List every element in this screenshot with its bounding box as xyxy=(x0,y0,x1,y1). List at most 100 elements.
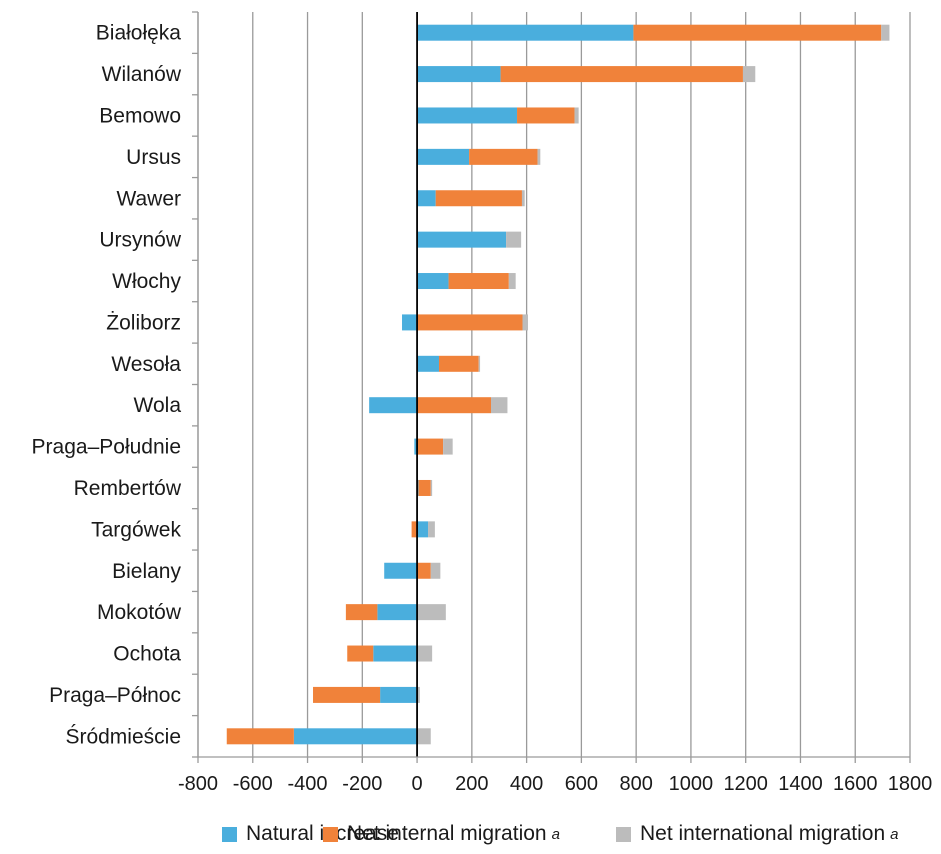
bar-segment xyxy=(418,479,431,496)
bar-segment xyxy=(417,562,431,579)
x-tick-label: -600 xyxy=(233,773,273,795)
category-label: Ursus xyxy=(126,146,181,169)
x-tick-label: 1200 xyxy=(723,773,768,795)
bar-segment xyxy=(226,728,294,745)
bar-segment xyxy=(345,604,378,621)
bar-segment xyxy=(380,686,418,703)
category-labels: Białołęka Wilanów Bemowo Ursus Wawer Ursynów W… xyxy=(32,22,182,749)
category-label: Praga–Południe xyxy=(32,436,181,459)
x-tick-label: -800 xyxy=(178,773,218,795)
bar-segment xyxy=(417,438,444,455)
x-tick-labels: -800 -600 -400 -200 0 200 400 600 800 1000 1200 140… xyxy=(178,773,932,795)
category-label: Targówek xyxy=(91,518,181,541)
x-tick-label: 400 xyxy=(510,773,543,795)
grid-lines xyxy=(197,12,911,757)
bar-segment xyxy=(443,438,453,455)
bar-segment xyxy=(417,107,518,124)
category-label: Żoliborz xyxy=(106,311,181,334)
bar-segment xyxy=(369,397,418,414)
bar-segment xyxy=(435,190,522,207)
x-tick-label: 800 xyxy=(619,773,652,795)
bar-segment xyxy=(384,562,418,579)
bar-segment xyxy=(633,24,882,41)
legend-superscript: a xyxy=(890,825,899,843)
bar-segment xyxy=(742,66,756,83)
category-label: Wawer xyxy=(116,187,181,210)
category-label: Wilanów xyxy=(102,63,182,86)
bar-segment xyxy=(517,107,575,124)
bar-segment xyxy=(521,190,525,207)
bar-segment xyxy=(417,521,429,538)
stacked-bar-chart: Białołęka Wilanów Bemowo Ursus Wawer Ursynów W… xyxy=(32,11,932,795)
legend-label: Net internal migration xyxy=(347,822,547,845)
bar-segment xyxy=(574,107,579,124)
axes xyxy=(192,11,911,763)
category-label: Mokotów xyxy=(97,601,182,624)
bar-segment xyxy=(491,397,508,414)
x-tick-label: -200 xyxy=(342,773,382,795)
category-label: Rembertów xyxy=(74,477,182,500)
bar-segment xyxy=(500,66,743,83)
category-label: Wola xyxy=(134,394,182,417)
bar-segment xyxy=(417,604,446,621)
x-tick-label: 0 xyxy=(412,773,423,795)
x-tick-label: 1600 xyxy=(833,773,878,795)
bar-segment xyxy=(438,355,479,372)
bar-segment xyxy=(417,686,420,703)
bar-segment xyxy=(414,438,418,455)
category-label: Włochy xyxy=(112,270,181,293)
bar-segment xyxy=(417,355,439,372)
legend-swatch xyxy=(222,826,237,842)
bar-segment xyxy=(347,645,374,662)
x-tick-label: 1400 xyxy=(778,773,823,795)
bar-segment xyxy=(417,273,449,290)
bar-segment xyxy=(478,355,481,372)
legend-label: Net international migration xyxy=(640,822,886,845)
bar-segment xyxy=(411,521,418,538)
bar-segment xyxy=(881,24,890,41)
bar-segment xyxy=(377,604,418,621)
bar-segment xyxy=(417,397,492,414)
category-label: Ochota xyxy=(113,643,181,666)
x-tick-label: 1800 xyxy=(888,773,933,795)
bar-segment xyxy=(417,314,523,331)
bar-segment xyxy=(417,190,436,207)
bar-segment xyxy=(428,521,435,538)
legend-swatch xyxy=(616,826,631,842)
legend-item-net-internal-migration: Net internal migration a xyxy=(323,822,560,846)
bar-segment xyxy=(417,645,433,662)
bar-segment xyxy=(430,479,433,496)
bar-segment xyxy=(537,148,541,165)
category-label: Bielany xyxy=(112,560,181,583)
legend-superscript: a xyxy=(551,825,560,843)
category-label: Śródmieście xyxy=(65,724,181,748)
legend-item-net-international-migration: Net international migration a xyxy=(616,822,898,846)
category-label: Praga–Północ xyxy=(49,684,181,707)
category-label: Wesoła xyxy=(111,353,181,376)
legend-swatch xyxy=(323,826,338,842)
legend-label: Natural increase xyxy=(246,822,399,845)
x-tick-label: -400 xyxy=(288,773,328,795)
category-label: Ursynów xyxy=(99,229,182,252)
category-label: Bemowo xyxy=(99,104,181,127)
bar-segment xyxy=(417,231,507,248)
bar-segment xyxy=(469,148,538,165)
x-tick-label: 200 xyxy=(455,773,488,795)
bar-segment xyxy=(313,686,381,703)
bar-segment xyxy=(293,728,418,745)
bar-segment xyxy=(417,728,431,745)
bar-segment xyxy=(430,562,441,579)
bar-segment xyxy=(417,24,634,41)
bar-segment xyxy=(417,148,470,165)
category-label: Białołęka xyxy=(96,22,182,45)
bar-segment xyxy=(522,314,528,331)
legend-item-natural-increase: Natural increase xyxy=(222,822,404,846)
bar-segment xyxy=(417,66,501,83)
legend: Natural increase Net internal migration … xyxy=(0,818,941,854)
x-tick-label: 600 xyxy=(565,773,598,795)
bar-segment xyxy=(373,645,418,662)
bars xyxy=(226,24,890,745)
bar-segment xyxy=(402,314,418,331)
bar-segment xyxy=(506,231,522,248)
bar-segment xyxy=(448,273,509,290)
